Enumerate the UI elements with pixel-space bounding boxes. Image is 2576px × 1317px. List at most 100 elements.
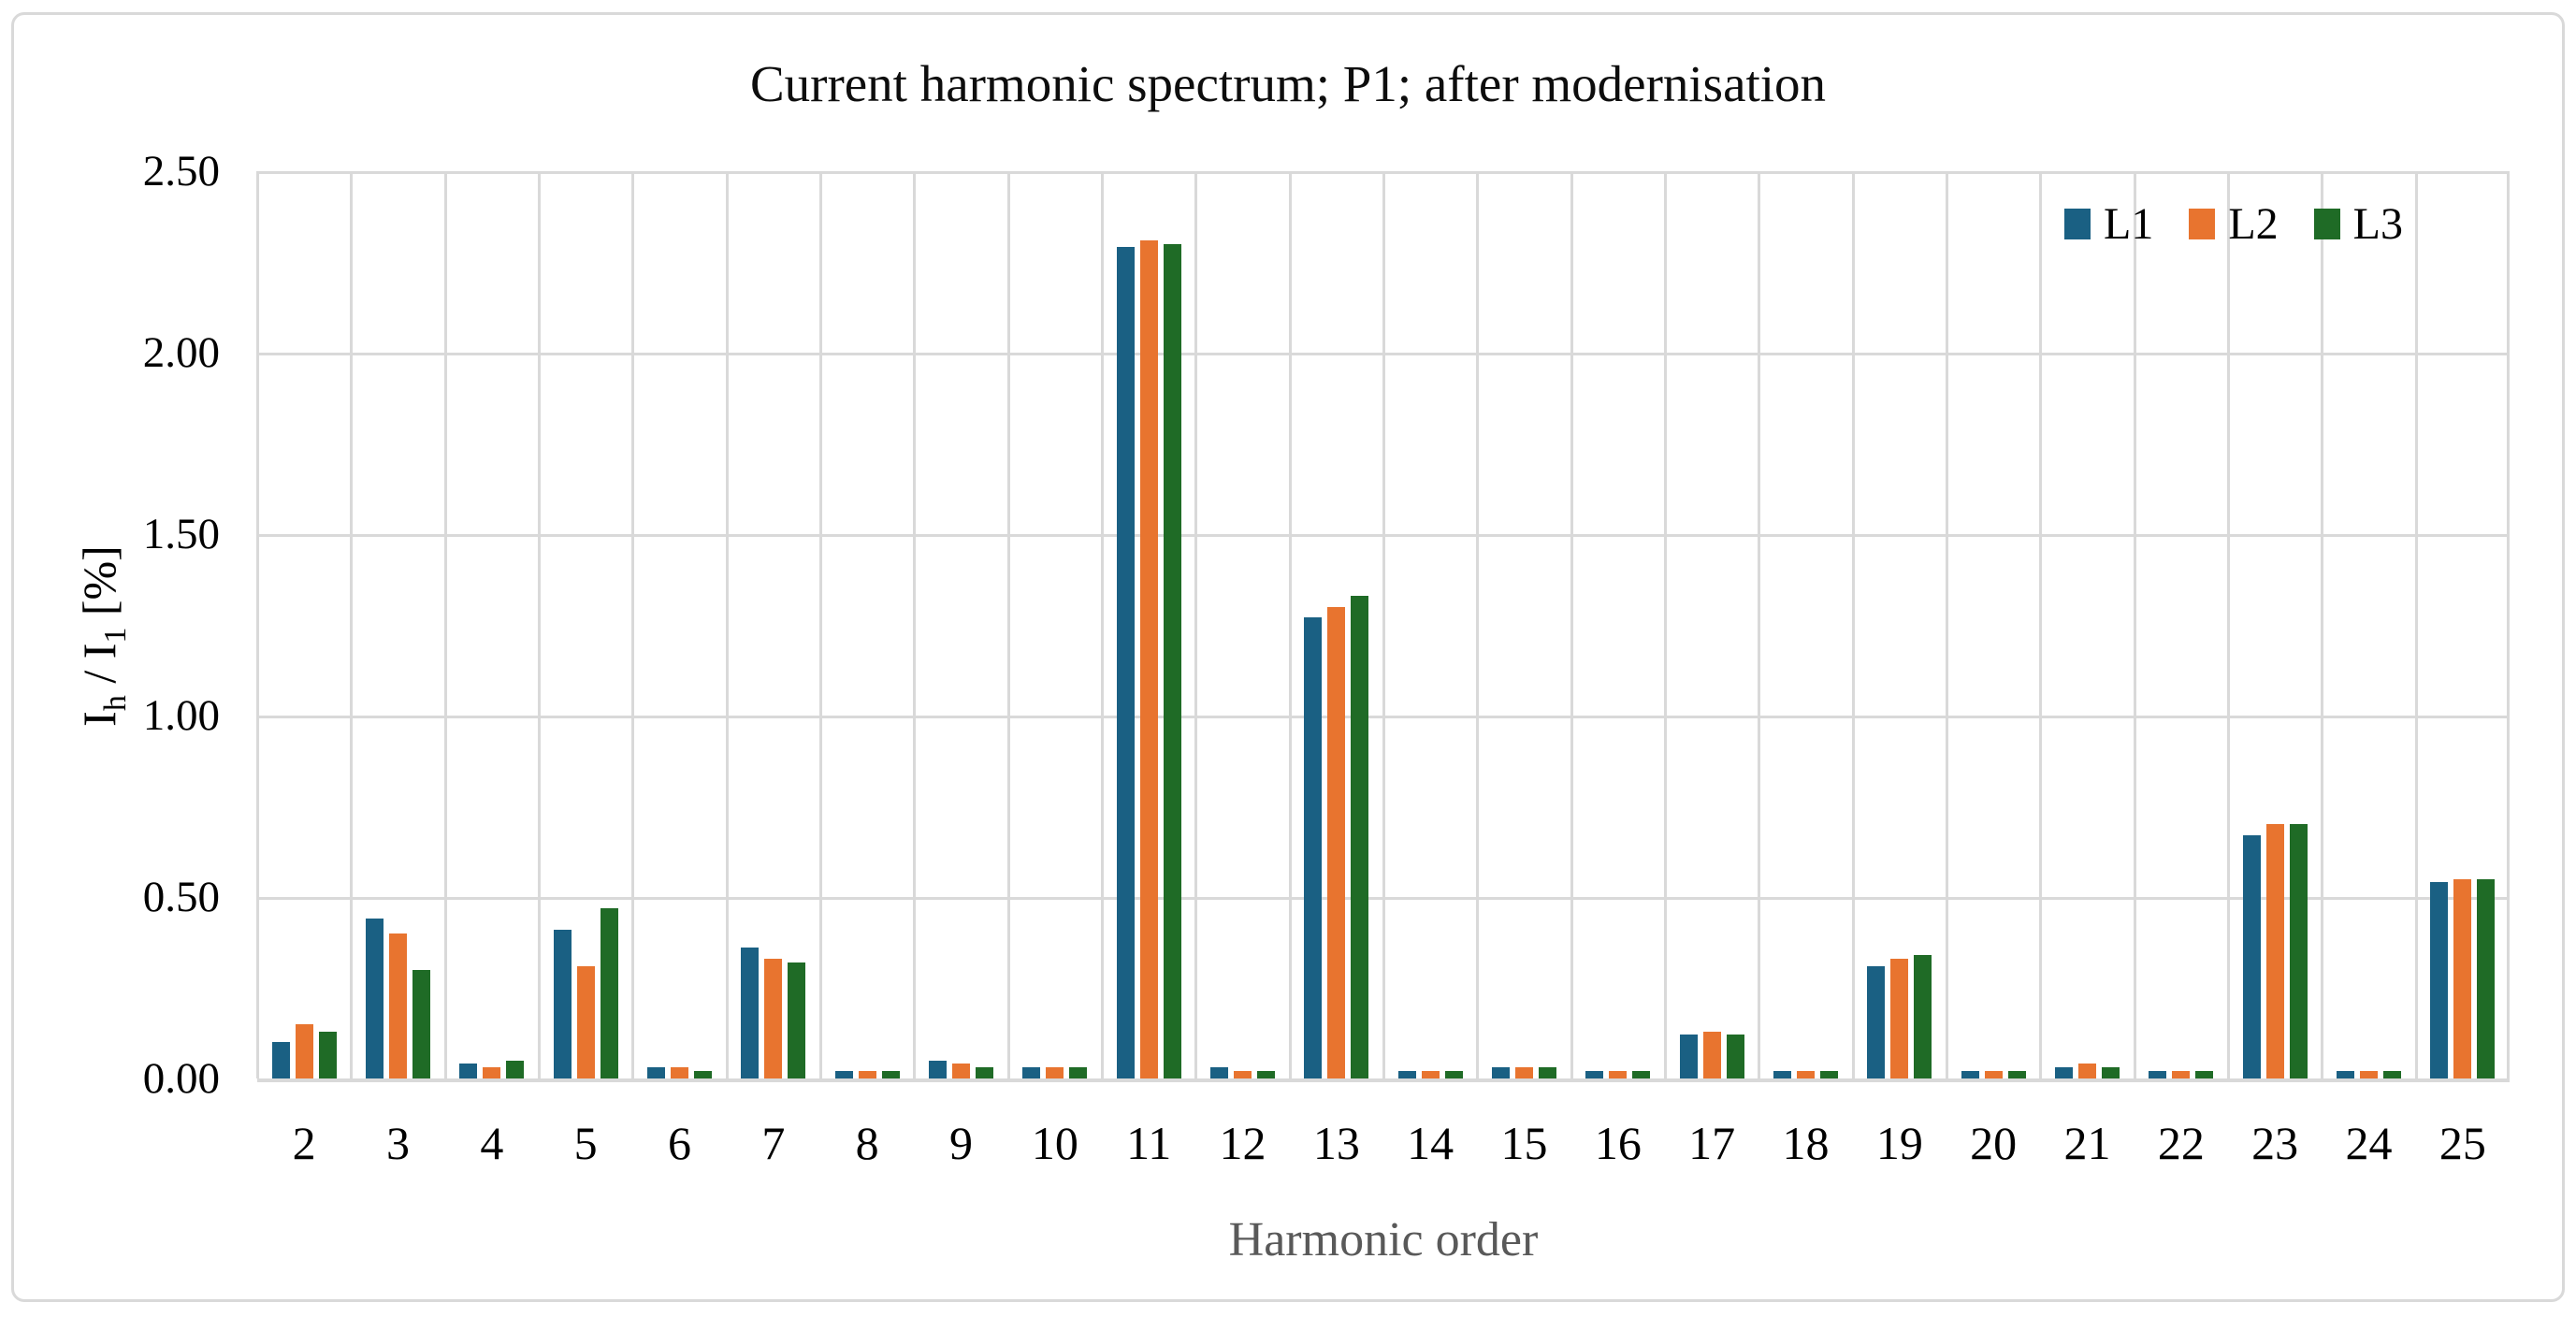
x-tick-label-15: 15 <box>1500 1117 1548 1169</box>
x-tick-label-11: 11 <box>1126 1117 1172 1169</box>
v-gridline-0 <box>256 171 259 1078</box>
bar-l2-h20 <box>1984 1071 2003 1078</box>
x-tick-label-21: 21 <box>2063 1117 2111 1169</box>
y-axis-tick-labels: 2.50 2.00 1.50 1.00 0.50 0.00 <box>0 147 220 1103</box>
bar-l1-h11 <box>1116 247 1135 1078</box>
bar-l3-h21 <box>2101 1067 2120 1078</box>
chart-title: Current harmonic spectrum; P1; after mod… <box>749 55 1827 112</box>
bar-l1-h16 <box>1585 1071 1604 1078</box>
v-gridline-21 <box>2227 171 2230 1078</box>
bar-l1-h19 <box>1867 965 1886 1078</box>
bar-group-h19 <box>1853 171 1946 1078</box>
bar-l3-h5 <box>600 907 618 1078</box>
x-tick-label-22: 22 <box>2157 1117 2205 1169</box>
v-gridline-23 <box>2414 171 2418 1078</box>
bar-l1-h2 <box>271 1042 290 1078</box>
bar-l3-h4 <box>506 1060 525 1078</box>
v-gridline-9 <box>1101 171 1104 1078</box>
v-gridline-3 <box>538 171 541 1078</box>
x-tick-label-12: 12 <box>1219 1117 1266 1169</box>
v-gridline-7 <box>913 171 917 1078</box>
legend-swatch-l1-icon <box>2064 209 2091 239</box>
legend-swatch-l3-icon <box>2313 209 2340 239</box>
y-tick-label-2.50: 2.50 <box>142 147 220 195</box>
bar-l3-h16 <box>1632 1071 1651 1078</box>
v-gridline-6 <box>819 171 822 1078</box>
bar-l2-h25 <box>2453 878 2472 1078</box>
bar-l2-h4 <box>483 1067 501 1078</box>
bar-l1-h10 <box>1022 1067 1041 1078</box>
bar-l1-h6 <box>646 1067 665 1078</box>
v-gridline-10 <box>1194 171 1198 1078</box>
bar-l3-h3 <box>412 969 430 1078</box>
bar-l3-h14 <box>1444 1071 1463 1078</box>
bar-l2-h8 <box>858 1071 876 1078</box>
v-gridline-11 <box>1288 171 1292 1078</box>
bar-l2-h21 <box>2077 1064 2096 1078</box>
y-tick-label-0.50: 0.50 <box>142 873 220 921</box>
x-tick-label-18: 18 <box>1782 1117 1830 1169</box>
figure-border <box>11 12 2565 1302</box>
x-tick-label-25: 25 <box>2439 1117 2486 1169</box>
y-tick-label-1.00: 1.00 <box>142 691 220 740</box>
bar-l3-h19 <box>1914 955 1932 1078</box>
bar-l3-h7 <box>788 962 806 1078</box>
x-tick-label-20: 20 <box>1970 1117 2018 1169</box>
plot-area <box>256 171 2510 1082</box>
y-tick-label-0.00: 0.00 <box>142 1054 220 1103</box>
v-gridline-12 <box>1382 171 1385 1078</box>
x-tick-label-24: 24 <box>2345 1117 2393 1169</box>
x-tick-label-7: 7 <box>761 1117 786 1169</box>
bar-l2-h22 <box>2172 1071 2191 1078</box>
bar-group-h15 <box>1477 171 1570 1078</box>
bar-group-h2 <box>257 171 351 1078</box>
bar-group-h10 <box>1008 171 1102 1078</box>
bar-l1-h23 <box>2242 835 2261 1078</box>
bar-l1-h13 <box>1304 617 1323 1078</box>
bar-group-h18 <box>1758 171 1852 1078</box>
x-tick-label-13: 13 <box>1312 1117 1360 1169</box>
bar-l2-h5 <box>576 965 595 1078</box>
bar-l3-h6 <box>693 1071 712 1078</box>
v-gridline-14 <box>1570 171 1573 1078</box>
bar-l1-h4 <box>459 1064 478 1078</box>
bar-l1-h5 <box>553 929 572 1078</box>
bar-l3-h10 <box>1069 1067 1088 1078</box>
legend-label-l3: L3 <box>2352 199 2403 249</box>
bar-group-h4 <box>445 171 539 1078</box>
x-tick-label-9: 9 <box>948 1117 973 1169</box>
v-gridline-15 <box>1664 171 1667 1078</box>
bar-l3-h25 <box>2477 878 2496 1078</box>
bar-l2-h24 <box>2359 1071 2378 1078</box>
bar-group-h5 <box>539 171 632 1078</box>
bar-l1-h21 <box>2054 1067 2073 1078</box>
bar-l2-h19 <box>1890 958 1909 1078</box>
bar-l3-h8 <box>881 1071 900 1078</box>
bar-l3-h12 <box>1256 1071 1275 1078</box>
legend-item-l2: L2 <box>2189 198 2279 250</box>
x-axis-title: Harmonic order <box>1228 1213 1539 1266</box>
bar-l2-h2 <box>295 1023 313 1078</box>
bar-group-h14 <box>1383 171 1477 1078</box>
bar-l1-h3 <box>365 919 384 1078</box>
bar-group-h11 <box>1102 171 1195 1078</box>
x-tick-label-16: 16 <box>1594 1117 1642 1169</box>
bar-l1-h7 <box>741 948 760 1078</box>
x-tick-label-10: 10 <box>1031 1117 1078 1169</box>
v-gridline-1 <box>350 171 354 1078</box>
bar-l1-h18 <box>1773 1071 1791 1078</box>
bar-group-h6 <box>632 171 726 1078</box>
v-gridline-24 <box>2507 171 2510 1078</box>
bar-group-h16 <box>1571 171 1665 1078</box>
bar-l3-h18 <box>1819 1071 1838 1078</box>
bar-group-h13 <box>1290 171 1383 1078</box>
x-tick-label-17: 17 <box>1688 1117 1736 1169</box>
bar-l3-h13 <box>1351 595 1369 1078</box>
bar-l3-h22 <box>2195 1071 2214 1078</box>
y-tick-label-2.00: 2.00 <box>142 328 220 377</box>
bar-l1-h12 <box>1209 1067 1228 1078</box>
bar-l3-h23 <box>2289 824 2308 1078</box>
bar-group-h17 <box>1665 171 1758 1078</box>
v-gridline-17 <box>1851 171 1855 1078</box>
x-tick-label-5: 5 <box>573 1117 598 1169</box>
